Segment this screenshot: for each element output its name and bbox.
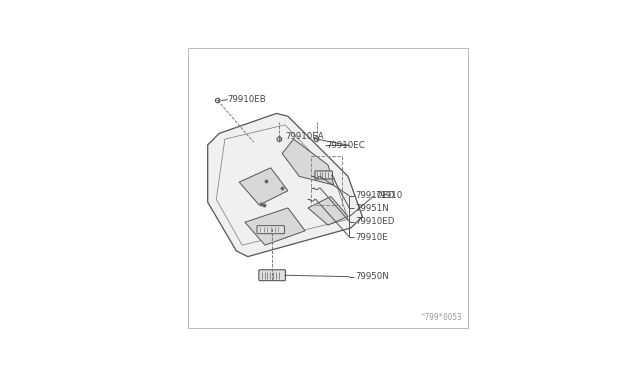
- Text: 79910EB: 79910EB: [228, 95, 266, 104]
- Circle shape: [314, 137, 319, 141]
- Polygon shape: [282, 139, 333, 185]
- Circle shape: [277, 137, 282, 141]
- Polygon shape: [245, 208, 305, 245]
- Text: 79910E: 79910E: [355, 232, 388, 242]
- Text: 79951N: 79951N: [355, 204, 389, 213]
- Polygon shape: [208, 113, 362, 257]
- Bar: [311, 156, 342, 205]
- Polygon shape: [239, 168, 288, 205]
- Text: 79910EC: 79910EC: [326, 141, 365, 150]
- Text: ^799*0053: ^799*0053: [421, 314, 463, 323]
- FancyBboxPatch shape: [257, 226, 284, 234]
- Text: 79910ED: 79910ED: [355, 191, 395, 201]
- Text: 79910ED: 79910ED: [355, 217, 395, 226]
- Text: 79910EA: 79910EA: [285, 132, 324, 141]
- FancyBboxPatch shape: [315, 171, 332, 179]
- Polygon shape: [308, 196, 348, 225]
- FancyBboxPatch shape: [259, 270, 285, 280]
- Text: 79910: 79910: [375, 191, 403, 201]
- Text: 79950N: 79950N: [355, 272, 389, 281]
- Circle shape: [216, 98, 220, 103]
